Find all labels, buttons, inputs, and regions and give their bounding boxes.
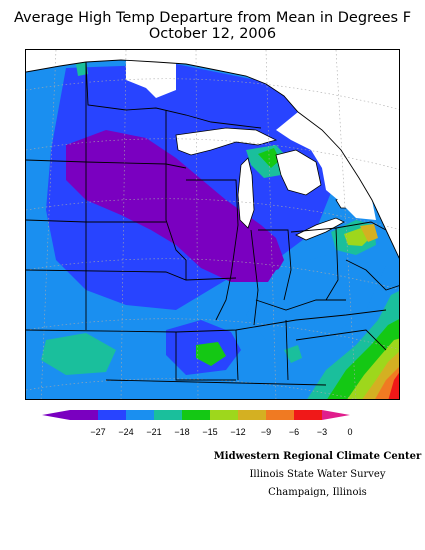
map-panel: [25, 49, 400, 400]
lake-michigan: [237, 157, 255, 229]
va-border: [345, 259, 399, 291]
lake-superior: [175, 127, 278, 156]
green-south: [196, 342, 226, 366]
legend-colorbar: −27 −24 −21 −18 −15 −12 −9 −6 −3 0: [42, 410, 353, 437]
teal-nw: [76, 62, 88, 76]
lightblue-east: [246, 245, 386, 350]
canada-blank: [276, 112, 376, 220]
tn-nc-border: [295, 329, 387, 351]
ky-border: [255, 299, 346, 311]
legend-swatch: [154, 410, 182, 420]
legend-tick-label: −27: [90, 427, 105, 437]
legend-swatch: [182, 410, 210, 420]
projection-edge: [26, 59, 399, 259]
ar-border: [175, 332, 236, 381]
wi-il-border: [186, 179, 239, 321]
grid-lines: [26, 50, 399, 399]
in-oh-border: [258, 229, 292, 301]
legend-swatch: [126, 410, 154, 420]
legend-tick-label: −21: [146, 427, 161, 437]
gulf-line: [105, 379, 327, 386]
legend-swatch: [294, 410, 322, 420]
legend-tick-label: −6: [289, 427, 299, 437]
legend-swatch: [266, 410, 294, 420]
legend-arrow-right: [322, 410, 350, 420]
teal-sw: [41, 333, 116, 375]
legend: −27 −24 −21 −18 −15 −12 −9 −6 −3 0: [40, 410, 385, 440]
legend-tick-label: −9: [261, 427, 271, 437]
legend-swatches: [42, 410, 350, 420]
il-in-border: [250, 229, 259, 326]
credit-mrcc: Midwestern Regional Climate Center: [213, 451, 422, 462]
ne-ks-border: [26, 269, 237, 281]
borders: [26, 59, 399, 386]
temperature-map: [26, 50, 399, 399]
legend-tick-label: −3: [317, 427, 327, 437]
mn-ia-border: [165, 110, 187, 280]
legend-tick-label: −18: [174, 427, 189, 437]
teal-south: [284, 345, 302, 363]
legend-tick-label: −15: [202, 427, 217, 437]
map-title: Average High Temp Departure from Mean in…: [13, 10, 412, 26]
ks-ok-border: [26, 309, 387, 333]
legend-arrow-left: [42, 410, 70, 420]
legend-tick-label: 0: [347, 427, 352, 437]
lake-huron: [275, 149, 322, 196]
oh-pa-border: [290, 227, 339, 301]
orange-ne: [360, 224, 378, 242]
red-se: [388, 370, 399, 399]
legend-swatch: [98, 410, 126, 420]
legend-swatch: [70, 410, 98, 420]
canada-border: [85, 61, 262, 129]
pa-ny-border: [335, 221, 387, 231]
legend-tick-label: −24: [118, 427, 133, 437]
purple-core: [66, 130, 284, 282]
ms-border: [235, 329, 239, 381]
credit-isws: Illinois State Water Survey: [249, 469, 386, 480]
al-border: [285, 319, 289, 381]
legend-swatch: [238, 410, 266, 420]
legend-tick-label: −12: [230, 427, 245, 437]
canada-blank-north: [126, 60, 176, 98]
map-date: October 12, 2006: [148, 26, 277, 42]
credit-location: Champaign, Illinois: [268, 487, 367, 498]
legend-tick-labels: −27 −24 −21 −18 −15 −12 −9 −6 −3 0: [90, 427, 352, 437]
legend-swatch: [210, 410, 238, 420]
nd-sd-border: [26, 159, 187, 169]
